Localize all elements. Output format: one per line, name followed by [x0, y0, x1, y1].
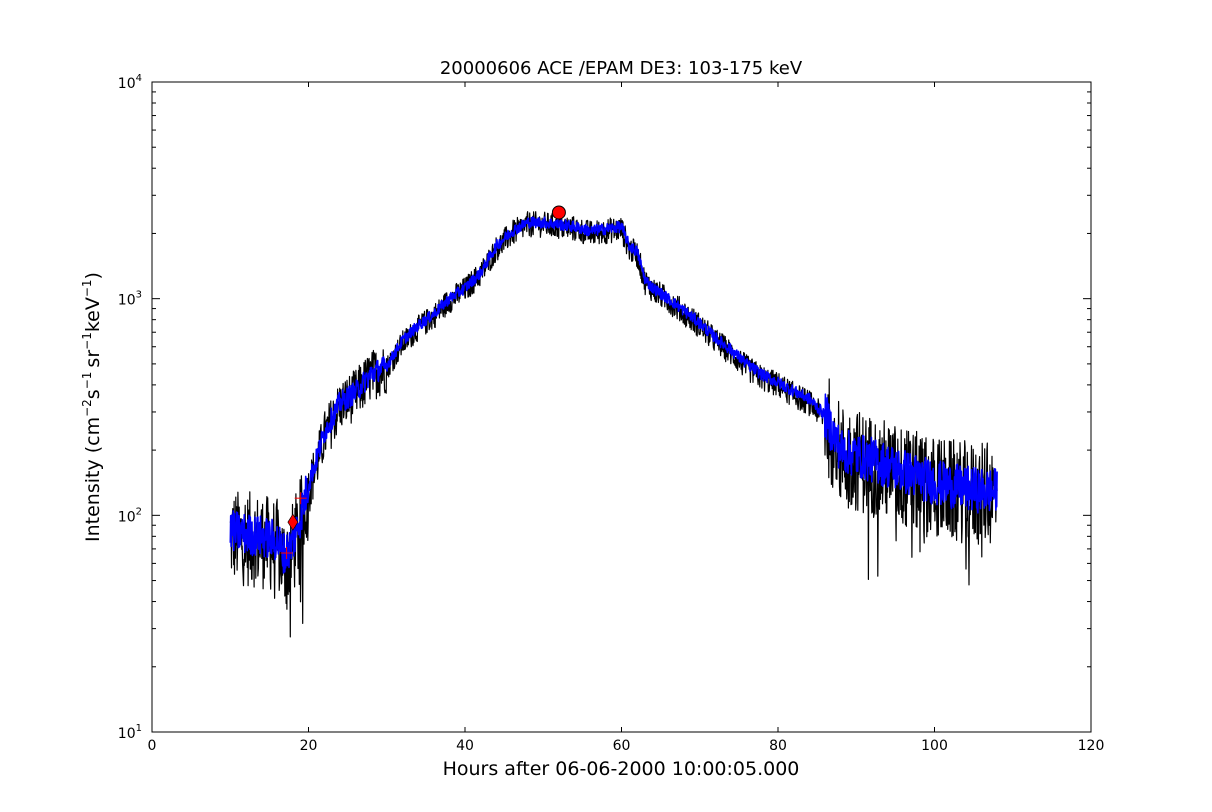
plot-frame: [151, 81, 1092, 733]
plus-marker: [294, 492, 307, 505]
raw-intensity-line: [229, 211, 998, 638]
x-axis: 0 20 40 60 80 100 120: [148, 82, 1105, 754]
y-axis: 101 102 103 104: [118, 73, 1091, 742]
x-tick-label: 40: [456, 738, 474, 754]
plus-marker: [280, 547, 293, 560]
onset-marker: [287, 513, 299, 531]
peak-marker: [551, 205, 566, 220]
x-tick-label: 100: [921, 738, 948, 754]
marker-layer: [280, 205, 566, 560]
y-axis-label: Intensity (cm−2s−1sr−1keV−1): [80, 272, 104, 542]
y-tick-label: 103: [118, 290, 142, 309]
y-tick-label: 104: [118, 73, 142, 92]
series-layer: [229, 211, 998, 638]
x-tick-label: 120: [1078, 738, 1105, 754]
smoothed-intensity-line: [229, 216, 998, 574]
x-tick-label: 60: [613, 738, 631, 754]
y-tick-label: 102: [118, 506, 142, 525]
x-tick-label: 0: [148, 738, 157, 754]
x-tick-label: 80: [769, 738, 787, 754]
x-tick-label: 20: [300, 738, 318, 754]
y-tick-label: 101: [118, 723, 142, 742]
chart-title: 20000606 ACE /EPAM DE3: 103-175 keV: [440, 58, 803, 79]
x-axis-label: Hours after 06-06-2000 10:00:05.000: [443, 758, 800, 780]
